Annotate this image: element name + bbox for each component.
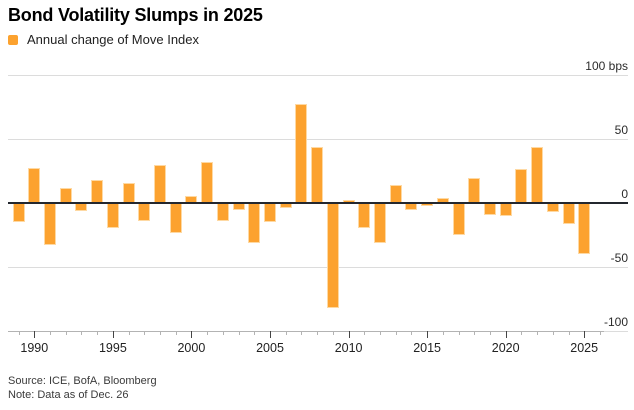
x-tick-label: 2000: [177, 341, 206, 355]
bar: [106, 203, 119, 228]
x-tick-minor: [332, 331, 334, 335]
x-tick-minor: [18, 331, 20, 335]
bar: [452, 203, 465, 236]
x-tick-minor: [50, 331, 51, 335]
x-tick-minor: [175, 331, 177, 335]
x-tick-label: 2020: [491, 341, 520, 355]
bar: [295, 103, 308, 204]
bar: [578, 203, 591, 255]
footer: Source: ICE, BofA, Bloomberg Note: Data …: [8, 374, 157, 402]
x-tick-minor: [238, 331, 240, 335]
gridline: [8, 75, 628, 77]
x-tick-minor: [364, 331, 366, 335]
x-tick-minor: [599, 331, 601, 335]
x-tick-label: 1995: [98, 341, 127, 355]
chart-title: Bond Volatility Slumps in 2025: [8, 5, 263, 25]
gridline: [8, 139, 628, 141]
x-tick-major: [270, 331, 271, 338]
bar: [515, 168, 528, 204]
x-tick-major: [505, 331, 507, 338]
bar: [91, 180, 104, 204]
zero-line: [8, 202, 628, 205]
x-tick-major: [34, 331, 36, 338]
bar: [311, 147, 324, 204]
y-tick-label: 100 bps: [585, 59, 628, 74]
bar: [546, 203, 559, 213]
bar: [201, 162, 214, 204]
x-tick-minor: [395, 331, 397, 335]
x-tick-major: [584, 331, 586, 338]
x-tick-label: 1990: [20, 341, 49, 355]
x-tick-minor: [301, 331, 303, 335]
bar: [468, 177, 481, 204]
bar: [59, 187, 72, 204]
x-tick-major: [348, 331, 350, 338]
x-tick-major: [112, 331, 114, 338]
bar: [28, 167, 41, 204]
source-note: Source: ICE, BofA, Bloomberg: [8, 375, 157, 387]
bar: [562, 203, 575, 224]
x-tick-minor: [568, 331, 570, 335]
x-tick-minor: [207, 331, 209, 335]
x-tick-label: 2025: [570, 341, 599, 355]
bar: [484, 203, 496, 215]
bar: [326, 203, 339, 309]
y-tick-label: -100: [603, 315, 628, 330]
x-tick-minor: [65, 331, 67, 335]
bar: [499, 203, 512, 217]
x-tick-minor: [521, 331, 523, 335]
x-tick-label: 2005: [256, 341, 284, 355]
bar: [264, 203, 276, 223]
x-tick-minor: [537, 331, 539, 335]
bar: [389, 185, 402, 204]
x-tick-minor: [552, 331, 554, 335]
bar: [358, 203, 371, 228]
plot-area: 100 bps 50 0 -50 -100 1990 1995 2000 2005 2010 201…: [0, 59, 634, 360]
x-tick-label: 2015: [413, 341, 441, 355]
x-tick-minor: [380, 331, 381, 335]
x-tick-minor: [285, 331, 287, 335]
y-tick-label: 50: [614, 123, 628, 138]
x-tick-minor: [144, 331, 146, 335]
bar: [122, 182, 135, 204]
x-tick-minor: [81, 331, 83, 335]
x-tick-minor: [160, 331, 161, 335]
bar: [216, 203, 229, 222]
x-tick-minor: [254, 331, 256, 335]
bar: [75, 203, 88, 211]
legend-label: Annual change of Move Index: [27, 32, 200, 47]
x-tick-minor: [411, 331, 413, 335]
bar: [44, 203, 56, 246]
legend: Annual change of Move Index: [8, 32, 199, 47]
bar: [169, 203, 182, 233]
x-tick-label: 2010: [334, 341, 363, 355]
x-tick-minor: [222, 331, 224, 335]
bar: [12, 203, 25, 223]
legend-swatch-icon: [8, 34, 18, 45]
y-tick-label: 0: [621, 187, 628, 202]
bar: [531, 147, 544, 204]
x-tick-minor: [317, 331, 319, 335]
x-tick-minor: [474, 331, 476, 335]
y-tick-label: -50: [610, 251, 628, 266]
x-tick-minor: [128, 331, 130, 335]
bar: [138, 203, 151, 222]
x-tick-minor: [458, 331, 460, 335]
bar: [154, 164, 166, 204]
x-tick-minor: [490, 331, 491, 335]
bar: [248, 203, 261, 243]
x-tick-major: [427, 331, 429, 338]
gridline: [8, 267, 628, 269]
data-note: Note: Data as of Dec. 26: [8, 389, 129, 401]
x-tick-minor: [97, 331, 99, 335]
x-tick-major: [191, 331, 193, 338]
x-axis-line: [8, 331, 604, 332]
bar: [374, 203, 386, 243]
x-tick-minor: [442, 331, 444, 335]
